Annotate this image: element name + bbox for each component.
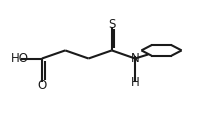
Text: H: H xyxy=(131,76,140,89)
Text: HO: HO xyxy=(11,52,29,65)
Text: O: O xyxy=(37,79,47,92)
Text: S: S xyxy=(108,18,115,31)
Text: N: N xyxy=(131,52,140,65)
